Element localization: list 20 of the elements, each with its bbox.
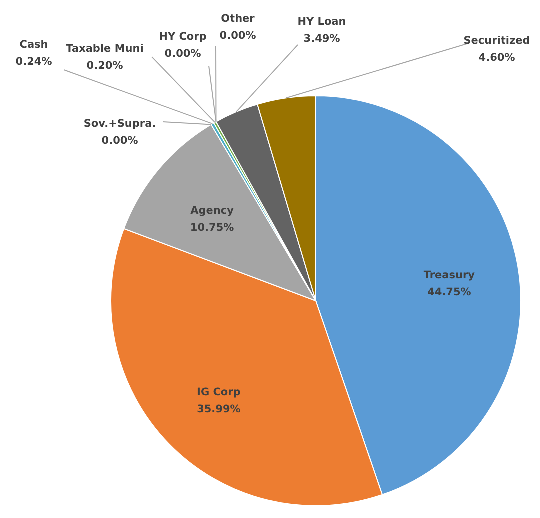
slice-label: HY Loan [298, 16, 346, 28]
text: 0.00% [102, 135, 138, 147]
data-label: 4.60% [478, 52, 516, 64]
data-label: 10.75% [190, 222, 235, 234]
data-label: 3.49% [304, 33, 341, 45]
slice-label: IG Corp [197, 386, 242, 398]
data-label: 0.24% [16, 56, 53, 68]
category-label: Other [221, 13, 255, 25]
slice-label: Cash [20, 39, 48, 51]
slice-label: Taxable Muni [66, 43, 144, 55]
text: 0.00% [220, 30, 256, 42]
data-label: 35.99% [197, 403, 242, 416]
text: 0.00% [164, 48, 202, 60]
data-label: 0.20% [86, 60, 124, 72]
slice-label: Securitized [464, 35, 530, 47]
legend-label: Sov.+Supra. [84, 118, 156, 130]
slice-label: Agency [190, 205, 234, 218]
data-label: 44.75% [428, 286, 472, 299]
slice-label: Treasury [424, 270, 476, 282]
category-label: HY Corp [159, 31, 207, 43]
